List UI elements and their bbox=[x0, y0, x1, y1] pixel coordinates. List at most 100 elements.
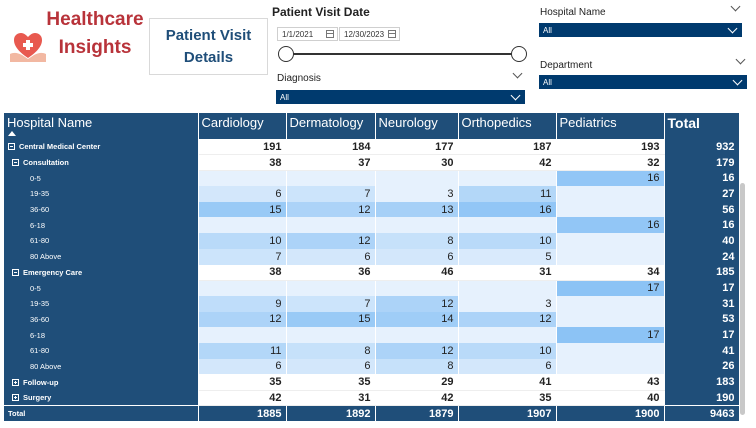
collapse-icon[interactable] bbox=[8, 143, 15, 151]
table-row: 61-80 10 12 8 10 40 bbox=[4, 233, 740, 249]
table-row: 6-18 17 17 bbox=[4, 327, 740, 343]
scrollbar-thumb[interactable] bbox=[740, 183, 745, 415]
table-cell bbox=[375, 170, 459, 187]
page-title: Patient Visit Details bbox=[149, 18, 268, 75]
row-header[interactable]: Emergency Care bbox=[4, 264, 199, 281]
total-column-header[interactable]: Total bbox=[664, 113, 740, 139]
column-header[interactable]: Neurology bbox=[375, 113, 459, 139]
collapse-icon[interactable] bbox=[12, 268, 19, 276]
hospital-dropdown[interactable]: All bbox=[539, 23, 742, 37]
date-slicer-title: Patient Visit Date bbox=[272, 5, 370, 19]
table-cell: 34 bbox=[556, 264, 665, 281]
row-total-cell: 183 bbox=[664, 374, 740, 390]
table-cell: 43 bbox=[556, 374, 665, 391]
table-cell: 12 bbox=[458, 311, 557, 328]
row-header-hospital-name[interactable]: Hospital Name bbox=[4, 113, 199, 139]
row-header[interactable]: Follow-up bbox=[4, 374, 199, 390]
table-cell bbox=[198, 327, 287, 343]
row-label: 61-80 bbox=[30, 346, 50, 356]
table-cell: 16 bbox=[458, 201, 557, 218]
table-cell: 38 bbox=[198, 264, 287, 281]
start-date-input[interactable]: 1/1/2021 bbox=[277, 27, 338, 41]
row-label: Follow-up bbox=[23, 377, 59, 387]
sort-ascending-icon[interactable] bbox=[8, 131, 16, 136]
table-cell: 6 bbox=[286, 358, 376, 375]
expand-icon[interactable] bbox=[12, 394, 19, 402]
slider-start-handle[interactable] bbox=[278, 46, 294, 62]
table-cell: 7 bbox=[286, 295, 376, 312]
calendar-icon[interactable] bbox=[326, 30, 334, 38]
chevron-down-icon[interactable] bbox=[730, 1, 741, 12]
department-value: All bbox=[543, 77, 552, 87]
table-cell bbox=[556, 311, 665, 328]
department-dropdown[interactable]: All bbox=[539, 75, 747, 89]
hospital-label: Hospital Name bbox=[540, 7, 606, 18]
row-label: 36-60 bbox=[30, 314, 50, 324]
row-total-cell: 190 bbox=[664, 390, 740, 406]
date-range-slider[interactable] bbox=[285, 53, 519, 55]
table-cell: 46 bbox=[375, 264, 459, 281]
row-header: 80 Above bbox=[4, 248, 199, 265]
table-cell bbox=[556, 295, 665, 312]
table-cell: 11 bbox=[198, 342, 287, 359]
row-header: 6-18 bbox=[4, 327, 199, 343]
row-label: Surgery bbox=[23, 393, 52, 403]
row-total-cell: 185 bbox=[664, 264, 740, 281]
table-cell: 42 bbox=[375, 390, 459, 407]
vertical-scrollbar[interactable] bbox=[740, 113, 746, 418]
row-header[interactable]: Central Medical Center bbox=[4, 139, 199, 155]
row-total-cell: 40 bbox=[664, 233, 740, 249]
table-cell: 16 bbox=[556, 217, 665, 234]
calendar-icon[interactable] bbox=[388, 30, 396, 38]
column-header[interactable]: Dermatology bbox=[286, 113, 376, 139]
table-cell bbox=[556, 186, 665, 202]
row-header[interactable]: Consultation bbox=[4, 154, 199, 171]
expand-icon[interactable] bbox=[12, 378, 19, 386]
column-header[interactable]: Cardiology bbox=[198, 113, 287, 139]
chevron-down-icon[interactable] bbox=[732, 75, 743, 86]
table-cell: 8 bbox=[375, 358, 459, 375]
row-label: 61-80 bbox=[30, 236, 50, 246]
table-cell: 9 bbox=[198, 295, 287, 312]
table-cell: 16 bbox=[556, 170, 665, 187]
table-cell: 177 bbox=[375, 139, 459, 156]
end-date-input[interactable]: 12/30/2023 bbox=[339, 27, 400, 41]
brand-line-1: Healthcare bbox=[46, 9, 144, 30]
table-cell: 14 bbox=[375, 311, 459, 328]
row-label: 19-35 bbox=[30, 299, 50, 309]
table-cell bbox=[286, 327, 376, 343]
row-header[interactable]: Surgery bbox=[4, 390, 199, 406]
row-total-cell: 31 bbox=[664, 295, 740, 312]
column-header[interactable]: Orthopedics bbox=[458, 113, 557, 139]
chevron-down-icon[interactable] bbox=[512, 68, 523, 79]
table-cell: 184 bbox=[286, 139, 376, 156]
table-cell bbox=[286, 280, 376, 296]
row-header: 19-35 bbox=[4, 295, 199, 312]
patient-visit-matrix: Hospital Name Cardiology Dermatology Neu… bbox=[4, 113, 740, 422]
diagnosis-dropdown[interactable]: All bbox=[276, 90, 525, 104]
row-header: 61-80 bbox=[4, 342, 199, 359]
brand-title: Healthcare Insights bbox=[40, 6, 150, 62]
grand-total-overall: 9463 bbox=[664, 405, 740, 422]
table-row: 80 Above 7 6 6 5 24 bbox=[4, 248, 740, 265]
table-cell bbox=[556, 201, 665, 218]
row-total-cell: 53 bbox=[664, 311, 740, 328]
slider-end-handle[interactable] bbox=[511, 46, 527, 62]
column-header[interactable]: Pediatrics bbox=[556, 113, 665, 139]
table-cell: 3 bbox=[458, 295, 557, 312]
chevron-down-icon[interactable] bbox=[735, 54, 746, 65]
row-total-cell: 27 bbox=[664, 186, 740, 202]
table-row: 19-35 9 7 12 3 31 bbox=[4, 295, 740, 312]
table-cell: 17 bbox=[556, 280, 665, 296]
chevron-down-icon[interactable] bbox=[510, 90, 521, 101]
chevron-down-icon[interactable] bbox=[727, 23, 738, 34]
table-cell bbox=[556, 233, 665, 249]
row-total-cell: 17 bbox=[664, 280, 740, 296]
table-cell: 193 bbox=[556, 139, 665, 156]
table-cell: 191 bbox=[198, 139, 287, 156]
grand-total-label: Total bbox=[4, 405, 199, 422]
collapse-icon[interactable] bbox=[12, 159, 19, 167]
grand-total-cell: 1892 bbox=[286, 405, 376, 422]
table-row: 80 Above 6 6 8 6 26 bbox=[4, 358, 740, 375]
table-cell: 13 bbox=[375, 201, 459, 218]
